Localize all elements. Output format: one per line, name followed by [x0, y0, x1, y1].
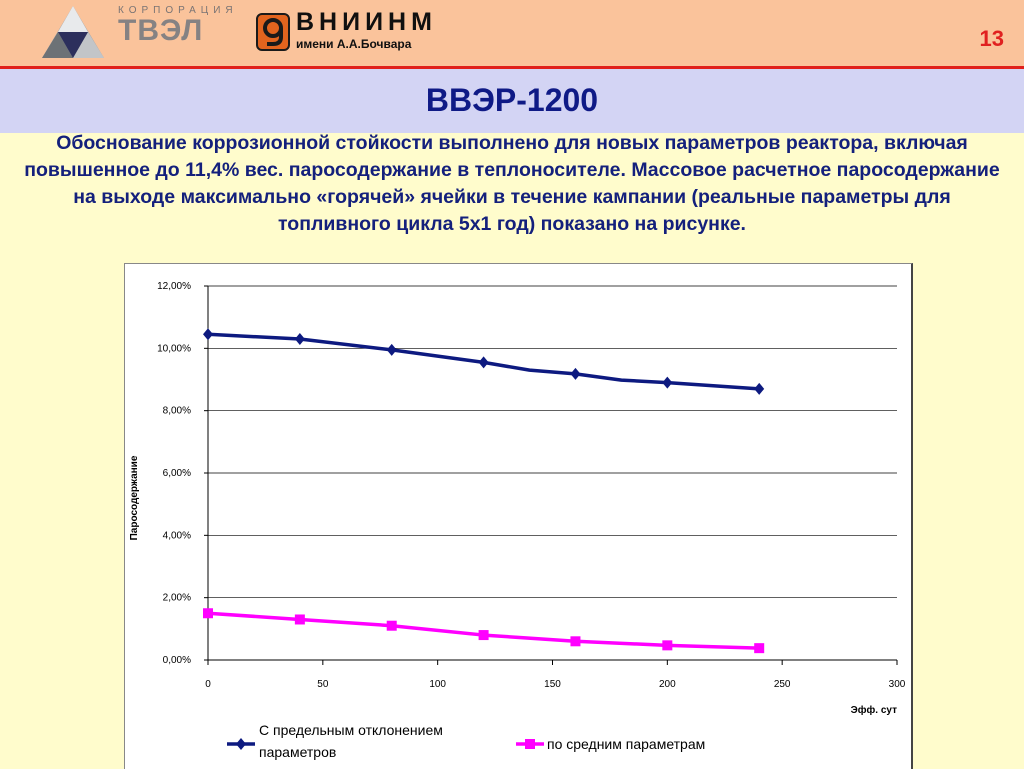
vniinm-logo-icon: [256, 13, 290, 51]
data-point-1: [662, 376, 673, 389]
page-title: ВВЭР-1200: [425, 82, 599, 118]
vniinm-subtitle: имени А.А.Бочвара: [296, 37, 412, 51]
tvel-logo-icon: [42, 6, 104, 58]
y-tick-label: 8,00%: [163, 406, 191, 417]
slide-number: 13: [979, 26, 1004, 51]
legend-label-1-line2: параметров: [259, 744, 336, 760]
data-point-2: [203, 608, 213, 619]
data-point-1: [754, 382, 765, 395]
data-point-1: [294, 332, 305, 345]
legend-label-1: С предельным отклонением: [259, 722, 443, 738]
header-bar: [0, 0, 1024, 68]
data-point-2: [386, 620, 397, 631]
tvel-name: ТВЭЛ: [118, 14, 204, 47]
body-paragraph: Обоснование коррозионной стойкости выпол…: [24, 132, 1000, 235]
y-tick-label: 0,00%: [163, 655, 191, 666]
header-divider: [0, 66, 1024, 69]
x-tick-label: 50: [317, 679, 329, 690]
y-tick-label: 6,00%: [163, 468, 191, 479]
tvel-corporation-label: КОРПОРАЦИЯ: [118, 5, 238, 16]
legend-marker-2: [525, 739, 535, 749]
x-tick-label: 200: [659, 679, 676, 690]
data-point-1: [478, 356, 489, 369]
y-axis-label: Паросодержание: [129, 455, 140, 540]
y-tick-label: 12,00%: [157, 281, 191, 292]
series-line-1: [207, 332, 760, 391]
data-point-1: [386, 343, 397, 356]
chart-container: 0,00% 2,00% 4,00% 6,00% 8,00% 10,00% 12,00% 0 50…: [124, 263, 913, 769]
x-tick-label: 300: [889, 679, 906, 690]
x-tick-label: 250: [774, 679, 791, 690]
data-point-2: [294, 614, 305, 625]
data-point-2: [570, 636, 581, 647]
legend-label-2: по средним параметрам: [547, 736, 705, 752]
data-point-1: [203, 328, 213, 341]
data-point-2: [662, 640, 673, 651]
vniinm-name: ВНИИНМ: [296, 8, 437, 36]
x-tick-label: 100: [429, 679, 446, 690]
data-point-2: [478, 630, 489, 641]
x-tick-label: 0: [205, 679, 211, 690]
y-tick-label: 4,00%: [163, 530, 191, 541]
data-point-2: [754, 643, 765, 654]
y-tick-label: 2,00%: [163, 593, 191, 604]
legend-marker-1: [236, 738, 246, 750]
y-tick-label: 10,00%: [157, 343, 191, 354]
title-band: [0, 69, 1024, 133]
x-tick-label: 150: [544, 679, 561, 690]
x-axis-label: Эфф. сут: [851, 704, 897, 716]
line-chart: 0,00% 2,00% 4,00% 6,00% 8,00% 10,00% 12,00% 0 50…: [129, 281, 906, 760]
data-point-1: [570, 367, 581, 380]
